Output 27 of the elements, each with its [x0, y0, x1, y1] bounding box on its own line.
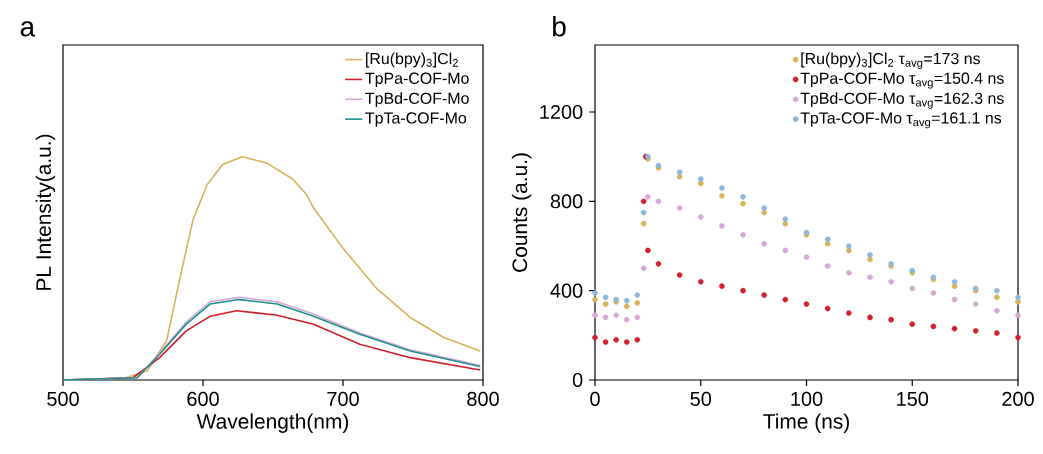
legend-label: [Ru(bpy)$_{3}$]Cl$_{2}$	[366, 52, 458, 68]
legend-label: [Ru(bpy)$_{3}$]Cl$_{2}$ τ$_{avg}$=173 ns	[801, 52, 980, 69]
y-tick-label: 400	[550, 283, 583, 298]
legend-label: TpBd-COF-Mo	[365, 92, 469, 108]
y-tick-label: 0	[572, 372, 583, 388]
x-tick-label: 100	[791, 391, 823, 406]
y-axis-title: Counts (a.u.)	[511, 153, 532, 272]
legend-label: TpPa-COF-Mo	[365, 72, 469, 88]
x-tick-label: 200	[1002, 391, 1034, 406]
y-axis-title: PL Intensity(a.u.)	[35, 134, 56, 290]
x-tick-label: 800	[467, 391, 499, 406]
x-tick-label: 0	[590, 391, 600, 406]
chart-title: a	[20, 21, 36, 37]
legend-label: TpTa-COF-Mo τ$_{avg}$=161.1 ns	[800, 112, 1002, 129]
legend-label: TpBd-COF-Mo τ$_{avg}$=162.3 ns	[800, 92, 1004, 109]
y-tick-label: 800	[550, 194, 583, 209]
x-tick-label: 600	[187, 391, 219, 406]
chart-title: b	[553, 16, 566, 37]
y-tick-label: 1200	[540, 104, 583, 120]
x-axis-title: Time (ns)	[763, 413, 849, 433]
x-tick-label: 700	[327, 391, 359, 406]
legend-label: TpPa-COF-Mo τ$_{avg}$=150.4 ns	[800, 72, 1004, 89]
legend-label: TpTa-COF-Mo	[365, 112, 467, 127]
x-tick-label: 50	[690, 391, 712, 406]
x-tick-label: 150	[897, 391, 929, 406]
x-tick-label: 500	[47, 391, 79, 406]
x-axis-title: Wavelength(nm)	[196, 413, 349, 433]
